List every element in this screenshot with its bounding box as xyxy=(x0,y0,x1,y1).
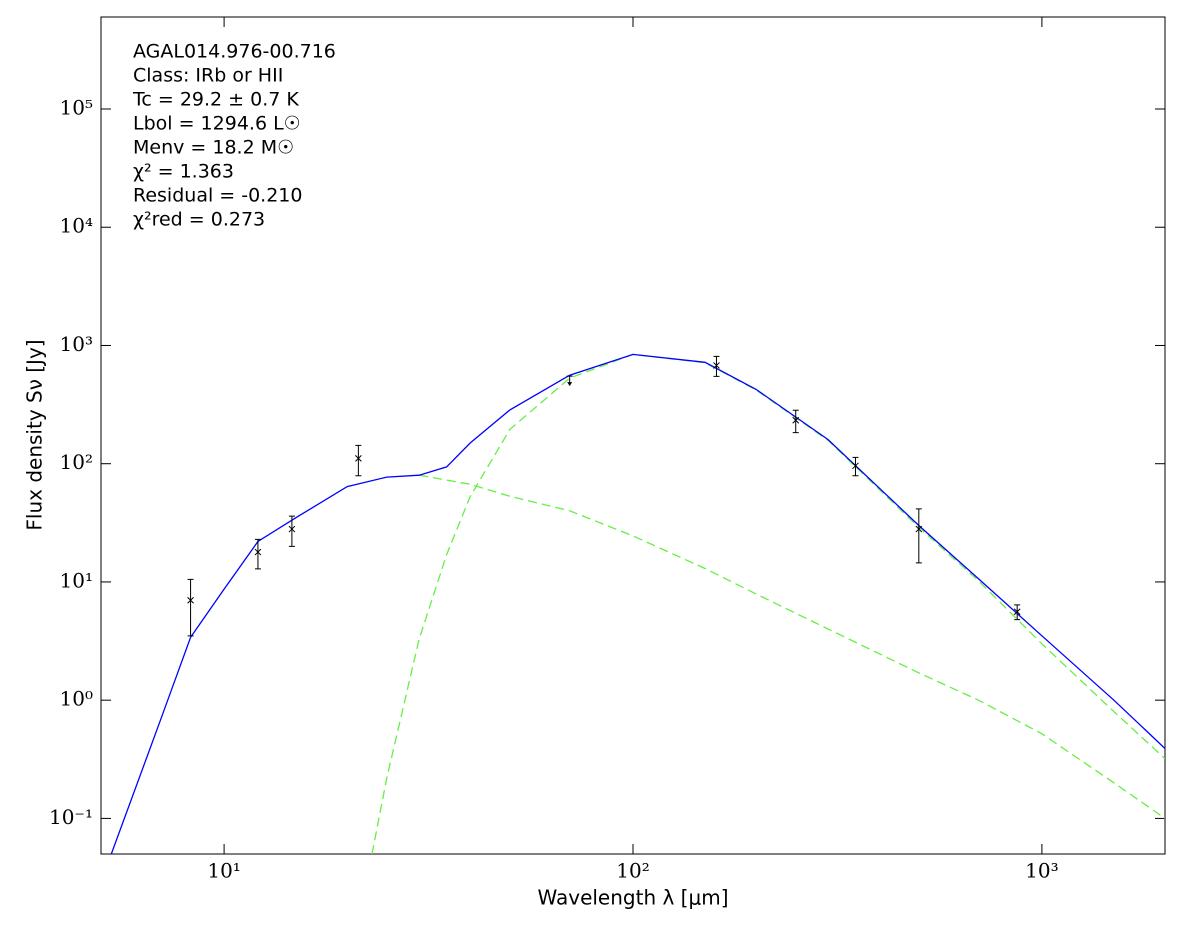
y-tick-label: 10⁵ xyxy=(60,96,93,120)
marker xyxy=(1013,608,1021,616)
error-bar xyxy=(852,456,859,477)
error-bar xyxy=(254,538,261,570)
dashed-line xyxy=(371,353,1165,854)
x-axis-label: Wavelength λ [μm] xyxy=(537,886,728,910)
error-bar xyxy=(355,444,362,477)
error-bar xyxy=(915,508,922,564)
marker xyxy=(852,462,859,470)
y-tick-label: 10⁻¹ xyxy=(49,805,93,829)
x-tick-label: 10¹ xyxy=(207,859,240,883)
y-tick-label: 10³ xyxy=(60,332,93,356)
annotation: Lbol = 1294.6 L☉ xyxy=(133,113,301,135)
error-bar xyxy=(713,355,720,377)
annotation: Menv = 18.2 M☉ xyxy=(133,137,294,159)
y-tick-label: 10¹ xyxy=(60,568,93,592)
marker xyxy=(355,454,362,462)
error-bar xyxy=(792,409,799,434)
annotation: Tc = 29.2 ± 0.7 K xyxy=(132,89,299,111)
line xyxy=(110,353,1165,854)
marker xyxy=(288,525,296,533)
marker xyxy=(254,548,262,556)
y-axis-label: Flux density Sν [Jy] xyxy=(23,339,47,530)
y-tick-label: 10⁴ xyxy=(60,214,93,238)
annotation: Class: IRb or HII xyxy=(133,65,283,87)
annotation: χ²red = 0.273 xyxy=(133,209,265,231)
dashed-line xyxy=(419,474,1165,819)
x-tick-label: 10² xyxy=(616,859,649,883)
annotation: AGAL014.976-00.716 xyxy=(133,41,336,63)
plot-area xyxy=(110,353,1165,854)
annotation: χ² = 1.363 xyxy=(133,161,234,183)
x-tick-label: 10³ xyxy=(1025,859,1058,883)
error-bar xyxy=(187,578,194,637)
marker xyxy=(792,416,800,424)
marker xyxy=(915,525,923,533)
upper-limit-arrow xyxy=(567,382,573,387)
y-tick-label: 10² xyxy=(60,450,93,474)
y-tick-label: 10⁰ xyxy=(60,687,93,711)
annotation: Residual = -0.210 xyxy=(133,185,303,207)
marker xyxy=(713,362,720,369)
marker xyxy=(187,596,194,604)
error-bar xyxy=(288,515,295,547)
